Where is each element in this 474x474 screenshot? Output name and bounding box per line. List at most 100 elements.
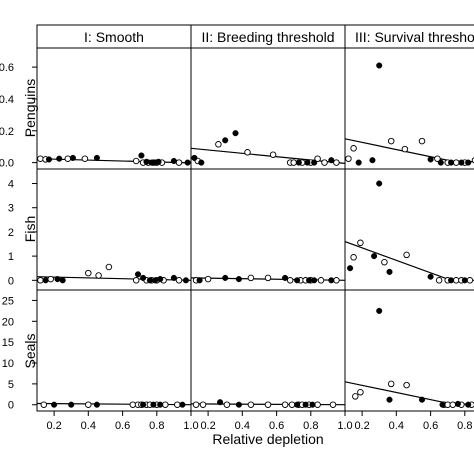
filled-point	[222, 137, 229, 144]
open-point	[247, 401, 255, 408]
filled-point	[196, 277, 203, 284]
filled-point	[371, 253, 378, 260]
filled-point	[42, 277, 49, 284]
y-tick-label: 15	[2, 337, 14, 349]
x-tick-label: 0.8	[303, 420, 318, 432]
filled-point	[386, 396, 393, 403]
y-tick-label: 5	[8, 379, 14, 391]
filled-point	[155, 158, 162, 165]
open-point	[352, 393, 359, 400]
x-tick-label: 1.0	[183, 420, 198, 432]
filled-point	[386, 268, 393, 275]
filled-point	[376, 307, 383, 314]
panel-fish-breeding-plot-area	[191, 274, 345, 284]
row-label-penguins: Penguins	[22, 79, 38, 137]
panel-penguins-survival-fit-line	[345, 138, 474, 163]
panel-seals-survival-plot-area	[345, 307, 474, 408]
open-point	[132, 277, 140, 284]
filled-point	[311, 159, 318, 166]
strip-smooth: I: Smooth	[36, 24, 192, 49]
x-tick-label: 0.6	[423, 420, 438, 432]
filled-point	[222, 274, 229, 281]
filled-point	[376, 180, 383, 187]
y-tick-label: 0	[8, 400, 14, 412]
open-point	[333, 159, 340, 166]
panel-penguins-survival	[344, 47, 474, 170]
open-point	[204, 275, 212, 283]
x-tick-label: 0.2	[354, 420, 369, 432]
filled-point	[232, 130, 239, 137]
open-point	[357, 388, 364, 396]
filled-point	[140, 274, 147, 281]
filled-point	[157, 401, 164, 408]
filled-point	[138, 152, 145, 159]
open-point	[244, 149, 251, 156]
panel-seals-breeding-border	[190, 289, 346, 412]
filled-point	[69, 154, 76, 161]
open-point	[286, 277, 294, 284]
filled-point	[217, 399, 224, 406]
x-tick-label: 0.4	[235, 420, 250, 432]
filled-point	[157, 276, 164, 283]
open-point	[387, 137, 395, 145]
open-point	[132, 157, 140, 165]
filled-point	[56, 155, 63, 162]
open-point	[85, 269, 92, 277]
filled-point	[51, 401, 58, 408]
panel-fish-survival	[344, 168, 474, 291]
open-point	[387, 380, 395, 388]
open-point	[403, 251, 410, 259]
filled-point	[376, 62, 383, 69]
row-label-fish: Fish	[22, 216, 38, 242]
filled-point	[170, 157, 177, 165]
x-tick-label: 1.0	[337, 420, 352, 432]
panel-seals-smooth-border	[36, 289, 192, 412]
filled-point	[170, 274, 177, 281]
open-point	[192, 401, 200, 408]
open-point	[435, 277, 443, 284]
filled-point	[184, 159, 191, 166]
filled-point	[294, 277, 301, 284]
strip-survival-threshold: III: Survival thresho	[344, 24, 474, 49]
open-point	[174, 401, 181, 408]
filled-point	[45, 156, 53, 163]
y-tick-label: 25	[2, 295, 14, 307]
open-point	[175, 277, 183, 284]
panel-seals-smooth-plot-area	[37, 401, 191, 408]
open-point	[452, 159, 460, 166]
filled-point	[282, 274, 289, 281]
panel-fish-smooth	[36, 168, 192, 291]
filled-point	[465, 401, 472, 408]
panel-fish-smooth-border	[36, 168, 192, 291]
strip-survival-threshold-label: III: Survival thresho	[355, 29, 474, 45]
y-tick-label: 0.0	[0, 158, 14, 170]
strip-smooth-label: I: Smooth	[84, 29, 144, 45]
x-tick-label: 0.2	[200, 420, 215, 432]
filled-point	[439, 401, 446, 408]
filled-point	[191, 154, 198, 161]
open-point	[329, 401, 337, 408]
panel-fish-smooth-plot-area	[37, 263, 191, 284]
y-tick-label: 10	[2, 358, 14, 370]
panel-penguins-breeding	[190, 47, 346, 170]
filled-point	[302, 401, 309, 408]
y-tick-label: 1	[8, 251, 14, 263]
filled-point	[235, 401, 242, 408]
open-point	[333, 277, 340, 284]
x-tick-label: 0.6	[269, 420, 284, 432]
open-point	[403, 381, 410, 389]
x-axis-title: Relative depletion	[212, 431, 323, 447]
column-strips: I: Smooth II: Breeding threshold III: Su…	[36, 24, 474, 49]
strip-breeding-threshold-label: II: Breeding threshold	[201, 29, 334, 45]
panel-fish-breeding-border	[190, 168, 346, 291]
filled-point	[427, 273, 434, 280]
open-point	[401, 145, 409, 153]
panel-fish-survival-fit-line	[345, 241, 474, 281]
x-tick-label: 0.2	[46, 420, 61, 432]
open-point	[175, 159, 183, 166]
filled-point	[146, 277, 153, 284]
filled-point	[295, 159, 302, 166]
filled-point	[309, 401, 316, 408]
open-point	[281, 401, 289, 408]
open-point	[350, 254, 357, 261]
